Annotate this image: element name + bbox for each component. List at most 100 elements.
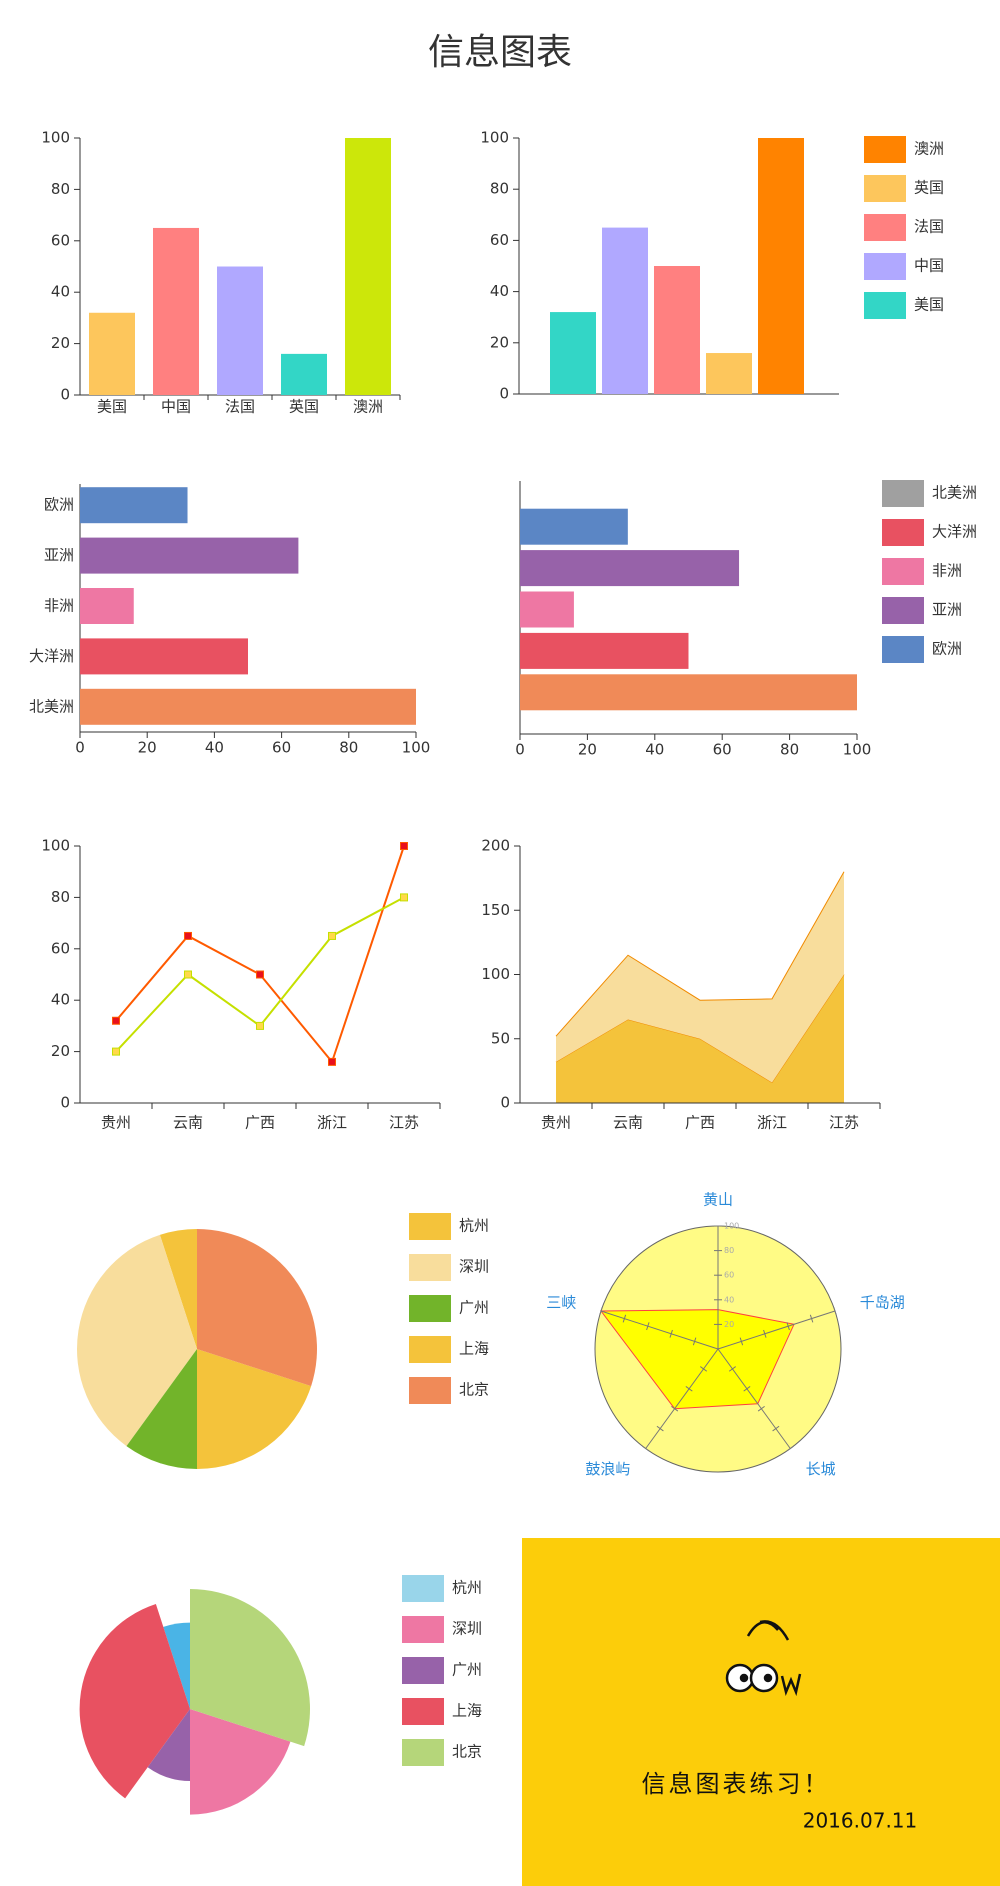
rose-slice (79, 1604, 190, 1799)
radar-tick (685, 1386, 693, 1392)
bar (80, 588, 134, 624)
pie-slice (197, 1349, 312, 1469)
panel-date: 2016.07.11 (803, 1809, 918, 1833)
y-tick-label: 80 (490, 180, 509, 198)
x-tick-label: 20 (138, 739, 157, 757)
legend-label: 广州 (452, 1661, 482, 1679)
radar-spoke (717, 1310, 836, 1350)
legend-label: 北京 (459, 1381, 489, 1399)
marker (112, 1047, 120, 1056)
marker (112, 1016, 120, 1025)
radar-label: 千岛湖 (860, 1293, 905, 1311)
radar-spoke (717, 1348, 791, 1449)
radar-label: 长城 (806, 1460, 836, 1478)
radar-tick (809, 1314, 814, 1323)
marker (184, 970, 192, 979)
legend-label: 北美洲 (932, 484, 977, 502)
pie-slice (126, 1349, 197, 1469)
y-tick-label: 100 (41, 837, 70, 855)
x-tick-label: 20 (578, 741, 597, 759)
radar-tick (671, 1405, 679, 1412)
rose-slice (163, 1622, 190, 1709)
marker (328, 931, 336, 940)
marker (400, 842, 408, 850)
pupil (739, 1673, 749, 1683)
y-tick-label: 200 (481, 837, 510, 855)
pupil (763, 1673, 773, 1683)
y-tick-label: 大洋洲 (29, 647, 74, 665)
radar-tick (739, 1337, 744, 1346)
x-tick-label: 60 (713, 741, 732, 759)
radar-tick (669, 1329, 673, 1338)
radar-tick (728, 1366, 736, 1372)
radar-tick (833, 1307, 837, 1315)
x-tick-label: 中国 (161, 398, 191, 416)
y-tick-label: 60 (490, 231, 509, 249)
y-tick-label: 0 (500, 1094, 510, 1112)
y-tick-label: 欧洲 (44, 496, 74, 514)
marker (328, 1057, 336, 1066)
radar-tick (642, 1445, 650, 1452)
x-tick-label: 浙江 (757, 1114, 787, 1132)
panel (522, 1538, 1000, 1886)
bar (80, 688, 416, 725)
hair (746, 1620, 790, 1641)
radar-tick-label: 60 (724, 1271, 734, 1280)
legend-swatch (864, 253, 906, 280)
x-tick-label: 100 (843, 741, 872, 759)
legend-label: 美国 (914, 296, 944, 314)
y-tick-label: 80 (51, 180, 70, 198)
radar-tick (692, 1337, 697, 1346)
legend-swatch (882, 558, 924, 585)
y-tick-label: 0 (499, 385, 509, 403)
legend-swatch (409, 1377, 451, 1404)
radar-tick (772, 1425, 780, 1432)
y-tick-label: 150 (481, 901, 510, 919)
bar (153, 227, 199, 395)
radar-label: 鼓浪屿 (585, 1460, 630, 1478)
radar-label: 黄山 (703, 1191, 733, 1209)
legend-label: 英国 (914, 179, 944, 197)
legend-swatch (864, 175, 906, 202)
bar (706, 353, 752, 394)
x-tick-label: 60 (272, 739, 291, 757)
y-tick-label: 亚洲 (44, 546, 74, 564)
x-tick-label: 广西 (245, 1114, 275, 1132)
bar (520, 591, 574, 628)
marker (256, 1021, 264, 1030)
y-tick-label: 80 (51, 888, 70, 906)
legend-label: 欧洲 (932, 640, 962, 658)
y-tick-label: 20 (51, 1042, 70, 1060)
radar-tick (656, 1425, 664, 1432)
panel-text: 信息图表练习！ (642, 1770, 831, 1798)
bar (89, 312, 135, 395)
x-tick-label: 云南 (613, 1114, 643, 1132)
bar (520, 550, 740, 587)
legend-swatch (864, 214, 906, 241)
legend-swatch (882, 597, 924, 624)
bar (217, 266, 263, 395)
radar-tick-label: 80 (724, 1246, 734, 1255)
rose-slice (190, 1709, 291, 1815)
legend-swatch (409, 1213, 451, 1240)
rose-slice (147, 1709, 190, 1781)
y-tick-label: 20 (490, 333, 509, 351)
legend-swatch (402, 1575, 444, 1602)
radar-tick-label: 100 (724, 1222, 739, 1231)
legend-swatch (409, 1254, 451, 1281)
pie-slice (159, 1229, 197, 1349)
legend-swatch (882, 480, 924, 507)
legend-label: 深圳 (452, 1620, 482, 1638)
legend-swatch (402, 1657, 444, 1684)
rose-slice (190, 1589, 310, 1747)
legend-label: 杭州 (459, 1217, 489, 1235)
x-tick-label: 80 (780, 741, 799, 759)
area (556, 871, 844, 1083)
radar-tick-label: 20 (724, 1320, 734, 1329)
y-tick-label: 100 (41, 129, 70, 147)
x-tick-label: 云南 (173, 1114, 203, 1132)
radar-tick-label: 40 (724, 1295, 734, 1304)
legend-swatch (882, 636, 924, 663)
x-tick-label: 40 (205, 739, 224, 757)
